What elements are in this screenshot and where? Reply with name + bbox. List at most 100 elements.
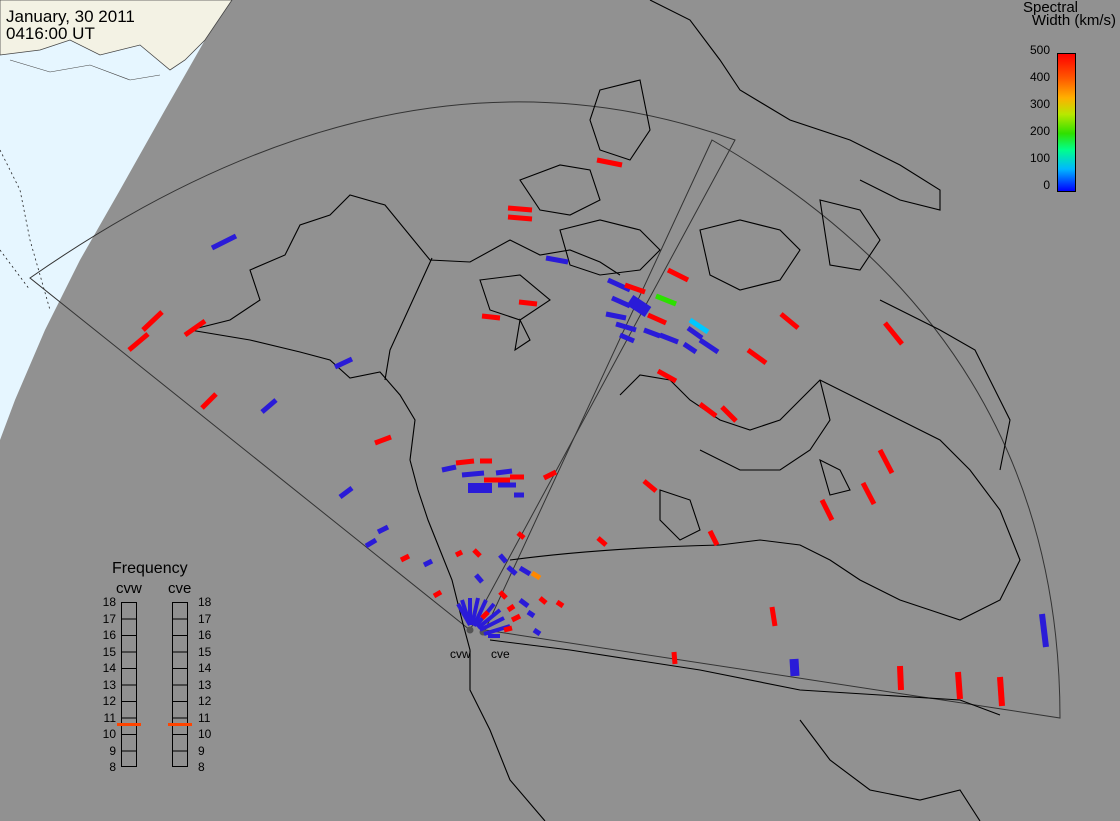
echo — [506, 603, 516, 613]
frequency-scale-left: 8 — [109, 760, 116, 774]
echo — [1039, 613, 1049, 648]
echo — [472, 599, 488, 627]
echo — [686, 325, 704, 341]
echo — [538, 596, 548, 605]
echo — [619, 332, 635, 344]
echo — [624, 282, 646, 295]
echo — [516, 531, 526, 540]
echo — [596, 157, 623, 168]
echo — [338, 486, 354, 499]
frequency-ladder-cvw — [121, 602, 137, 767]
echo — [364, 537, 378, 549]
echo — [422, 558, 434, 568]
echo — [626, 295, 652, 317]
echo — [506, 565, 518, 576]
frequency-scale-left: 17 — [102, 611, 116, 626]
echo — [141, 310, 164, 332]
frequency-ladder-cve — [172, 602, 188, 767]
echo — [399, 553, 411, 563]
frequency-scale-left: 10 — [102, 727, 116, 741]
echo — [997, 676, 1005, 707]
frequency-scale-right: 11 — [198, 710, 211, 725]
echo — [605, 311, 627, 321]
frequency-scale-right: 10 — [198, 727, 212, 741]
colorbar-tick: 300 — [1029, 97, 1050, 111]
echo — [606, 277, 632, 293]
echo — [883, 321, 904, 346]
echo — [183, 318, 207, 338]
frequency-panel-title: Frequency — [112, 560, 188, 577]
radar-echoes — [127, 157, 1049, 707]
echo — [615, 321, 637, 333]
frequency-scale-right: 18 — [198, 595, 212, 609]
echo — [507, 214, 533, 222]
echo — [530, 570, 542, 581]
frequency-scale-right: 14 — [198, 661, 212, 675]
radar-label-cve: cve — [491, 647, 510, 661]
echo — [455, 458, 475, 466]
radar-label-cvw: cvw — [450, 647, 471, 661]
echo — [545, 255, 569, 265]
time-label: 0416:00 UT — [6, 24, 95, 43]
echo — [260, 398, 278, 414]
coastlines — [189, 0, 1021, 821]
echo — [476, 608, 502, 630]
frequency-header-cvw: cvw — [116, 580, 142, 597]
colorbar-title-line2: Width (km/s) — [1031, 12, 1116, 29]
colorbar-tick: 100 — [1029, 151, 1050, 165]
colorbar-tick: 500 — [1029, 43, 1050, 57]
echo — [666, 267, 690, 283]
colorbar-tick: 400 — [1029, 70, 1050, 84]
echo — [860, 481, 877, 506]
echo — [518, 565, 532, 577]
echo — [479, 616, 505, 632]
echo — [642, 479, 658, 493]
date-label: January, 30 2011 — [6, 7, 135, 26]
echo — [646, 312, 668, 326]
echo — [655, 293, 677, 307]
echo — [376, 524, 390, 535]
echo — [518, 299, 538, 307]
frequency-scale-left: 16 — [102, 628, 116, 642]
echo — [470, 597, 480, 626]
frequency-header-cve: cve — [168, 580, 192, 597]
echo — [688, 317, 710, 335]
frequency-scale-left: 15 — [102, 644, 116, 659]
echo — [461, 470, 485, 478]
echo — [698, 337, 720, 355]
frequency-scale-left: 9 — [109, 743, 116, 758]
echo — [374, 434, 392, 446]
echo — [656, 368, 678, 384]
fov-cvw — [29, 101, 736, 631]
radar-site-cvw — [466, 626, 474, 634]
frequency-scale-left: 12 — [102, 694, 116, 708]
echo — [200, 392, 218, 410]
frequency-scale-right: 9 — [198, 743, 205, 758]
echo — [333, 356, 354, 370]
daylight-land — [0, 0, 233, 71]
frequency-scale-right: 12 — [198, 694, 212, 708]
echo — [454, 549, 464, 558]
echo — [779, 312, 800, 330]
echo — [127, 332, 150, 352]
daylight-land-detail — [9, 59, 161, 81]
echo — [532, 627, 542, 637]
echo — [480, 610, 490, 620]
echo — [746, 347, 768, 366]
echo — [526, 609, 536, 619]
echo — [474, 573, 484, 584]
echo — [955, 671, 963, 700]
fov-cve — [484, 139, 1061, 719]
echo — [707, 529, 720, 547]
daylight-ocean — [0, 0, 232, 440]
echo — [432, 589, 443, 599]
echo — [503, 625, 513, 633]
colorbar-tick: 0 — [1043, 178, 1050, 192]
frequency-scale-left: 14 — [102, 661, 116, 675]
echo — [819, 498, 835, 522]
echo — [769, 606, 778, 627]
echo — [441, 464, 457, 473]
frequency-scale-left: 13 — [102, 677, 116, 692]
